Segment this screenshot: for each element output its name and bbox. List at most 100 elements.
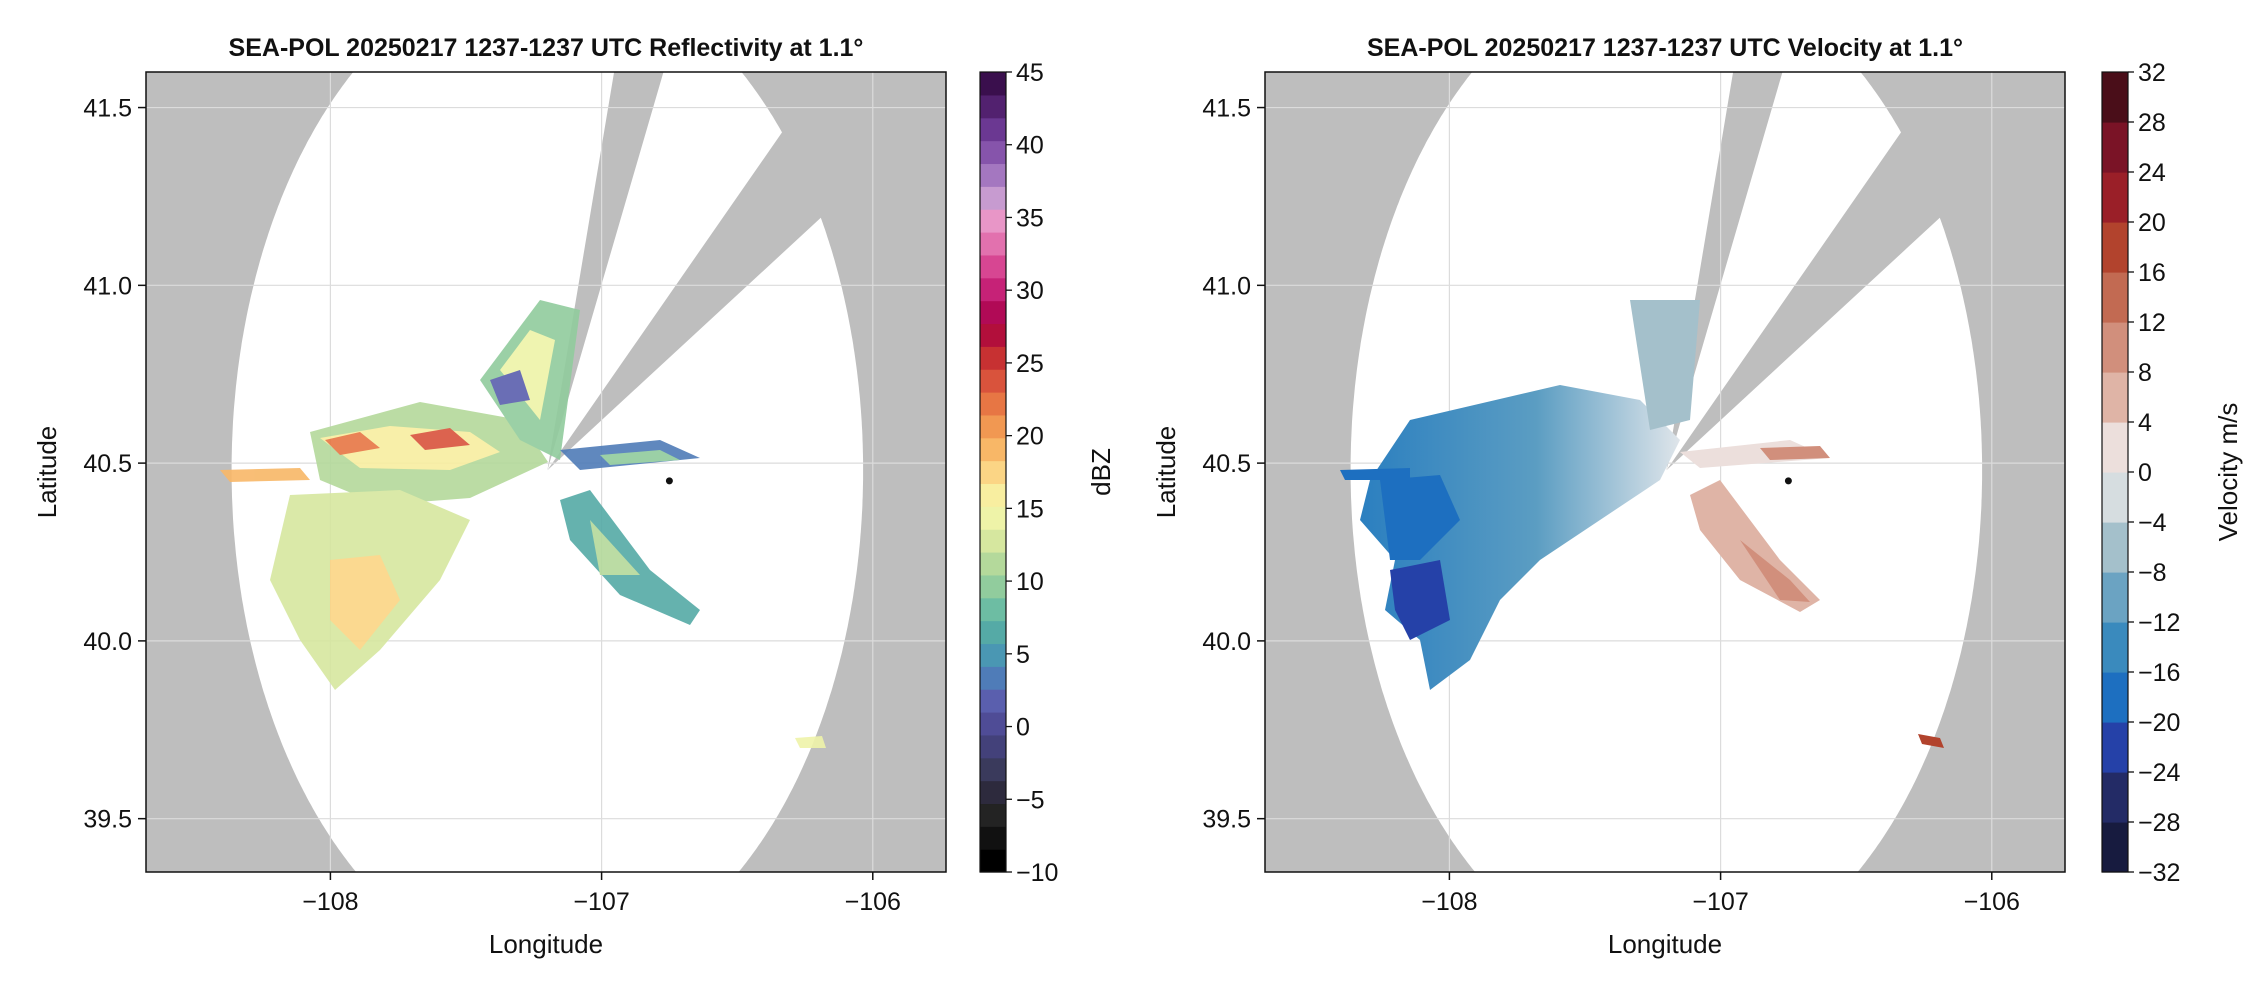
velocity-panel: SEA-POL 20250217 1237-1237 UTC Velocity …	[1151, 34, 2243, 959]
radar-marker	[1784, 477, 1792, 485]
colorbar: −10 −5 0 5 10 15 20 25 30 35 40 45	[979, 59, 1058, 887]
echo-west-spur	[1340, 468, 1410, 480]
echo-blue-northwest	[490, 370, 530, 405]
colorbar-tick-label: 35	[1016, 204, 1044, 232]
colorbar-segment	[2102, 172, 2128, 223]
y-tick-label: 39.5	[83, 806, 132, 834]
x-tick-label: −106	[1964, 888, 2020, 916]
colorbar-segment	[980, 140, 1006, 165]
colorbar-tick-label: 40	[1016, 132, 1044, 160]
colorbar-segment	[980, 574, 1006, 599]
echo-southeast-arm	[560, 490, 700, 625]
colorbar-segment	[980, 552, 1006, 576]
echo-high-core	[325, 432, 380, 455]
reflectivity-echoes	[220, 300, 826, 748]
radar-coverage-area	[231, 72, 864, 872]
colorbar-tick-label: 28	[2138, 109, 2166, 137]
x-axis-label: Longitude	[489, 929, 603, 959]
colorbar-segment	[980, 460, 1006, 485]
colorbar-segment	[2102, 622, 2128, 673]
colorbar-segment	[980, 712, 1006, 736]
y-axis-ticks: 39.5 40.0 40.5 41.0 41.5	[83, 95, 146, 834]
colorbar-segment	[980, 849, 1006, 873]
echo-west-spur	[220, 468, 310, 482]
echo-outbound-core	[1740, 540, 1810, 602]
colorbar-segment	[980, 232, 1006, 256]
colorbar-segment	[980, 117, 1006, 142]
echo-high-core-2	[410, 428, 470, 450]
colorbar-segment	[980, 826, 1006, 850]
colorbar-tick-label: 25	[1016, 350, 1044, 378]
x-axis-ticks: −108 −107 −106	[1421, 872, 2020, 916]
colorbar-segment	[2102, 422, 2128, 473]
y-axis-label: Latitude	[1151, 426, 1181, 519]
colorbar-tick-label: 45	[1016, 59, 1044, 87]
radar-marker	[665, 477, 673, 485]
y-axis-label: Latitude	[32, 426, 62, 519]
colorbar-segment	[2102, 672, 2128, 723]
colorbar-segment	[2102, 472, 2128, 523]
colorbar-tick-label: 4	[2138, 409, 2152, 437]
colorbar-segment	[2102, 222, 2128, 273]
colorbar-segment	[2102, 722, 2128, 773]
velocity-echoes	[1340, 300, 1944, 748]
colorbar-segment	[2102, 822, 2128, 873]
colorbar-segment	[980, 643, 1006, 667]
colorbar-segment	[980, 277, 1006, 302]
colorbar-segment	[980, 666, 1006, 690]
x-axis-label: Longitude	[1608, 929, 1722, 959]
colorbar-segment	[980, 529, 1006, 553]
echo-strong-inbound	[1380, 475, 1460, 560]
reflectivity-panel: SEA-POL 20250217 1237-1237 UTC Reflectiv…	[32, 34, 1116, 959]
colorbar-segment	[980, 392, 1006, 416]
colorbar-segment	[980, 323, 1006, 347]
x-tick-label: −108	[1421, 888, 1477, 916]
colorbar-segment	[980, 734, 1006, 759]
y-tick-label: 41.0	[83, 272, 132, 300]
colorbar-tick-label: 15	[1016, 495, 1044, 523]
echo-southeast-core	[590, 520, 640, 575]
radar-coverage-area	[1350, 72, 1983, 872]
colorbar-tick-label: 10	[1016, 568, 1044, 596]
y-tick-label: 39.5	[1202, 806, 1251, 834]
colorbar-label: Velocity m/s	[2213, 403, 2243, 542]
reflectivity-title: SEA-POL 20250217 1237-1237 UTC Reflectiv…	[229, 34, 864, 62]
colorbar-segment	[980, 757, 1006, 782]
colorbar-tick-label: −28	[2138, 809, 2180, 837]
colorbar-tick-label: 0	[2138, 459, 2152, 487]
colorbar-segment	[980, 72, 1006, 96]
x-axis-ticks: −108 −107 −106	[302, 872, 901, 916]
colorbar-segment	[980, 437, 1006, 462]
colorbar-segment	[980, 94, 1006, 119]
colorbar-tick-label: −12	[2138, 609, 2180, 637]
colorbar-segment	[2102, 322, 2128, 373]
colorbar-tick-label: −10	[1016, 859, 1058, 887]
colorbar-frame	[979, 71, 1007, 873]
colorbar-segment	[2102, 572, 2128, 623]
colorbar-segment	[2102, 122, 2128, 173]
y-tick-label: 41.5	[1202, 95, 1251, 123]
x-tick-label: −107	[1692, 888, 1748, 916]
echo-north-arm	[1630, 300, 1700, 430]
colorbar-segment	[2102, 522, 2128, 573]
colorbar-segment	[980, 300, 1006, 325]
colorbar-segment	[980, 163, 1006, 187]
colorbar-tick-label: 20	[2138, 209, 2166, 237]
y-tick-label: 40.0	[83, 628, 132, 656]
y-tick-label: 41.5	[83, 95, 132, 123]
colorbar-segment	[980, 209, 1006, 233]
colorbar-segment	[980, 346, 1006, 370]
colorbar: −32 −28 −24 −20 −16 −12 −8 −4 0 4 8 12 16 20 24 28 32	[2101, 59, 2181, 887]
colorbar-segment	[980, 620, 1006, 645]
colorbar-tick-label: −32	[2138, 859, 2180, 887]
colorbar-tick-label: −4	[2138, 509, 2167, 537]
y-axis-ticks: 39.5 40.0 40.5 41.0 41.5	[1202, 95, 1265, 834]
y-tick-label: 40.0	[1202, 628, 1251, 656]
echo-strong-inbound-2	[1390, 560, 1450, 640]
colorbar-tick-label: 12	[2138, 309, 2166, 337]
colorbar-segment	[2102, 72, 2128, 123]
colorbar-tick-label: 5	[1016, 641, 1030, 669]
colorbar-segment	[980, 369, 1006, 393]
y-tick-label: 41.0	[1202, 272, 1251, 300]
colorbar-label: dBZ	[1086, 448, 1116, 496]
